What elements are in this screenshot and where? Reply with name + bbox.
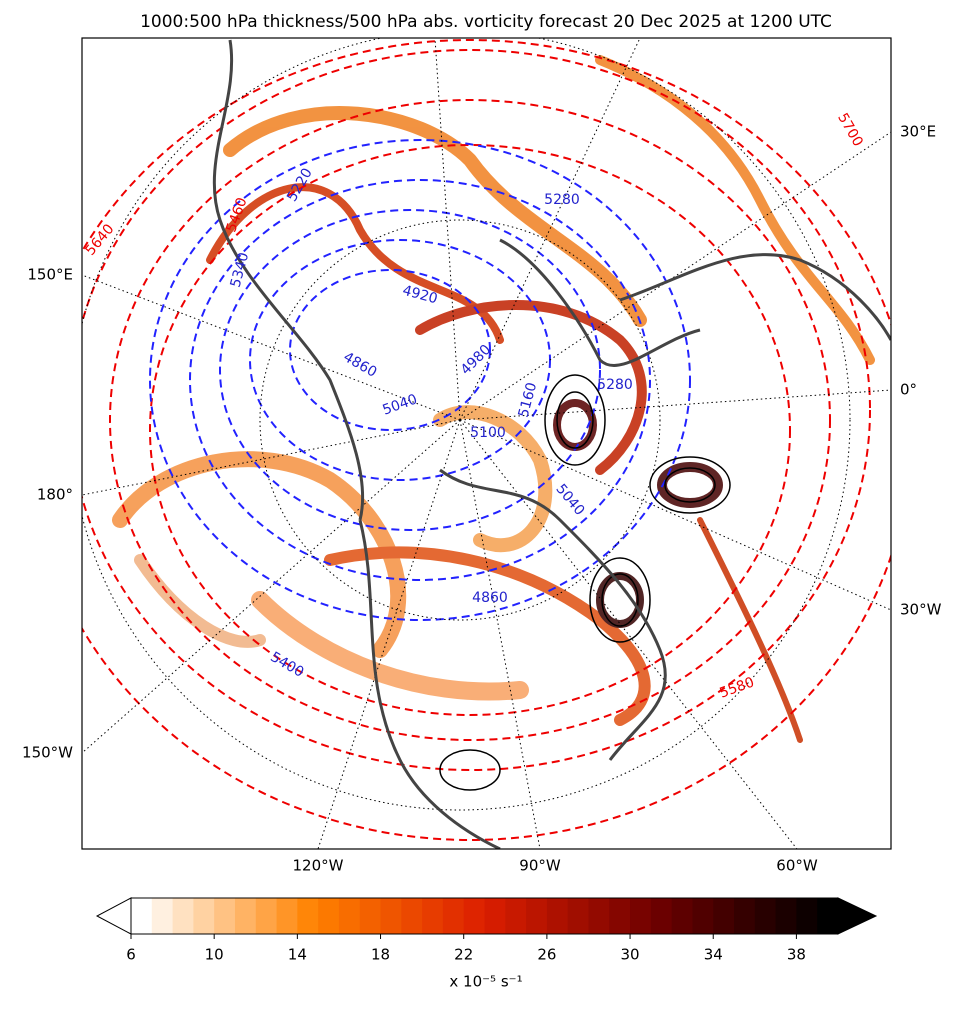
colorbar-cell — [463, 898, 485, 934]
colorbar-frame — [130, 897, 839, 935]
colorbar-cell — [151, 898, 174, 934]
colorbar-tick-label: 18 — [371, 946, 390, 964]
longitude-label: 30°W — [900, 601, 942, 619]
colorbar-cell — [567, 898, 589, 934]
map-area — [82, 38, 891, 849]
colorbar-cell — [671, 898, 693, 934]
title: 1000:500 hPa thickness/500 hPa abs. vort… — [140, 12, 832, 32]
colorbar-cell — [297, 898, 319, 934]
contour-label: 5100 — [470, 425, 506, 441]
colorbar-cell — [380, 898, 402, 934]
colorbar-tick-label: 38 — [787, 946, 806, 964]
map-frame — [81, 37, 892, 850]
colorbar-cell — [650, 898, 673, 934]
colorbar-extend-low — [95, 897, 132, 935]
longitude-label: 90°W — [519, 857, 561, 875]
contour-label: 5280 — [544, 192, 580, 208]
colorbar-cell — [775, 898, 797, 934]
longitude-label: 60°W — [776, 857, 818, 875]
colorbar-cell — [359, 898, 382, 934]
longitude-label: 150°E — [27, 266, 73, 284]
colorbar-extend-high — [837, 897, 878, 935]
contour-label: 4860 — [472, 590, 508, 606]
colorbar-cell — [609, 898, 631, 934]
colorbar-cell — [546, 898, 569, 934]
colorbar-cell — [505, 898, 527, 934]
colorbar-tick-label: 22 — [454, 946, 473, 964]
colorbar-tick-label: 6 — [126, 946, 136, 964]
colorbar-cell — [484, 898, 506, 934]
longitude-label: 0° — [900, 381, 917, 399]
colorbar-cell — [255, 898, 278, 934]
colorbar-cell — [401, 898, 423, 934]
colorbar-cell — [234, 898, 257, 934]
colorbar-cell — [172, 898, 194, 934]
colorbar-tick-label: 10 — [205, 946, 224, 964]
longitude-label: 120°W — [293, 857, 344, 875]
colorbar-tick-label: 30 — [621, 946, 640, 964]
colorbar-cell — [276, 898, 298, 934]
colorbar-cell — [338, 898, 361, 934]
colorbar: 6 10 14 18 22 26 30 34 38 x 10⁻⁵ s⁻¹ — [95, 897, 878, 991]
colorbar-cell — [422, 898, 444, 934]
longitude-label: 180° — [37, 486, 73, 504]
colorbar-tick-label: 14 — [288, 946, 307, 964]
colorbar-cell — [588, 898, 610, 934]
colorbar-cell — [796, 898, 818, 934]
colorbar-cell — [817, 898, 839, 934]
colorbar-cell — [526, 898, 548, 934]
colorbar-tick-label: 34 — [704, 946, 723, 964]
colorbar-cell — [193, 898, 215, 934]
colorbar-cell — [692, 898, 714, 934]
colorbar-cell — [713, 898, 735, 934]
colorbar-cell — [318, 898, 340, 934]
colorbar-cell — [442, 898, 465, 934]
contour-label: 5280 — [597, 377, 633, 393]
colorbar-cell — [754, 898, 777, 934]
colorbar-cell — [734, 898, 756, 934]
colorbar-cell — [131, 898, 153, 934]
colorbar-cell — [214, 898, 236, 934]
colorbar-label: x 10⁻⁵ s⁻¹ — [449, 973, 522, 991]
longitude-label: 150°W — [22, 744, 73, 762]
colorbar-cell — [630, 898, 652, 934]
colorbar-tick-label: 26 — [537, 946, 556, 964]
longitude-label: 30°E — [900, 123, 936, 141]
